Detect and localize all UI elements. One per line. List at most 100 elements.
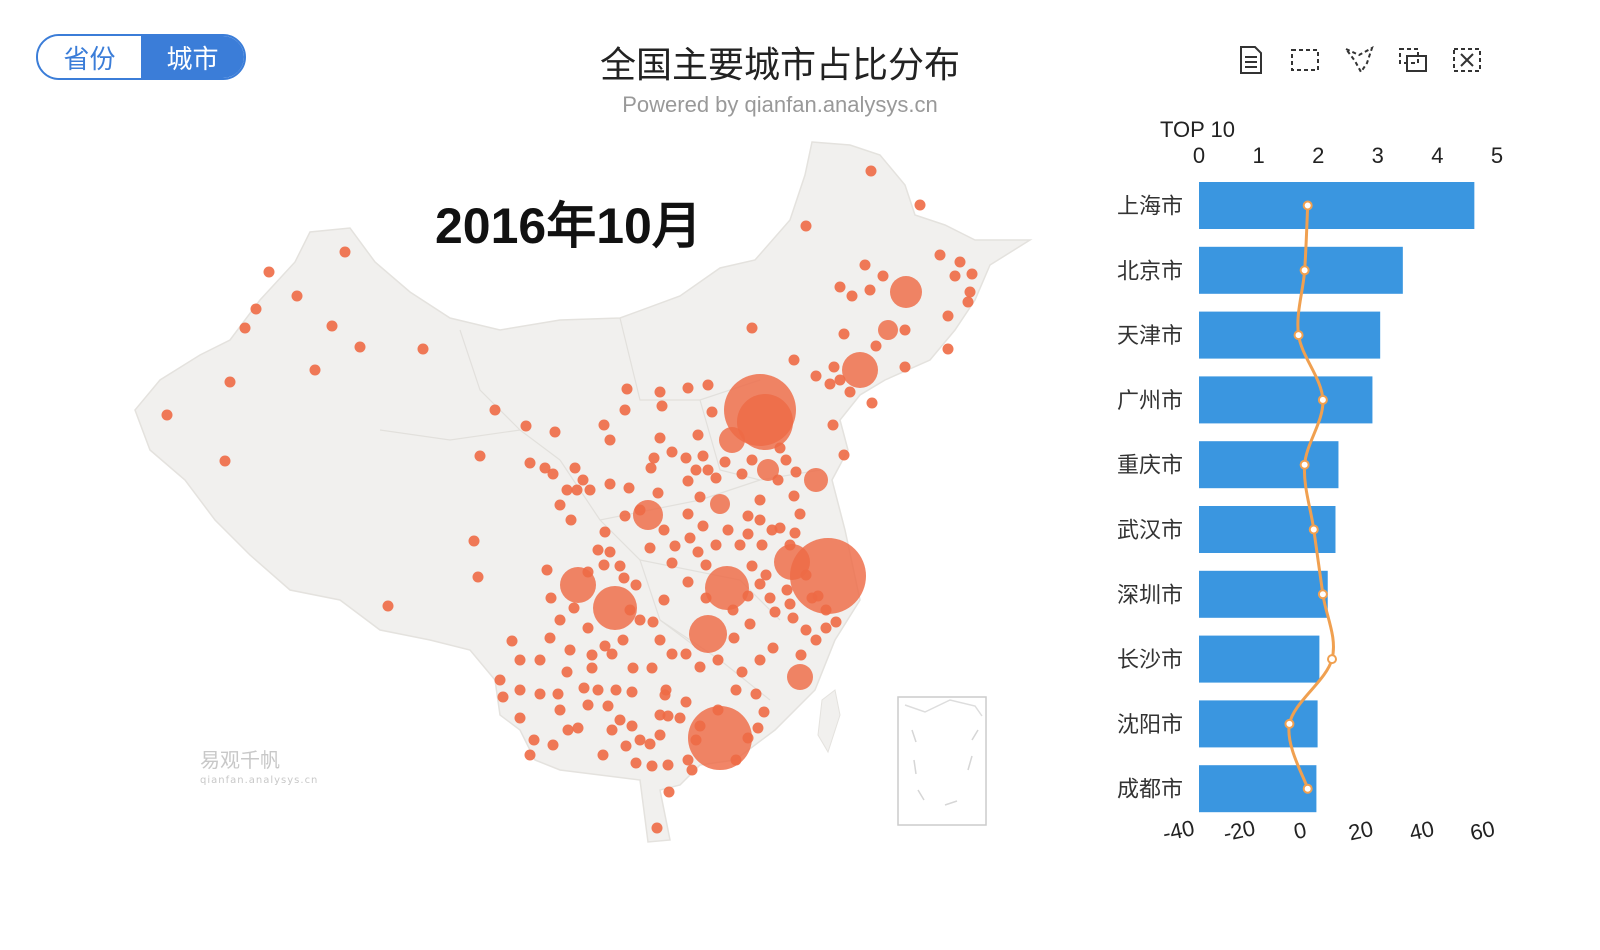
growth-point[interactable] xyxy=(1299,265,1310,276)
city-bubble[interactable] xyxy=(828,361,840,373)
city-bubble[interactable] xyxy=(719,456,731,468)
city-bubble[interactable] xyxy=(838,449,850,461)
lasso-select-icon[interactable] xyxy=(1341,42,1377,78)
city-bubble[interactable] xyxy=(468,535,480,547)
city-bubble[interactable] xyxy=(644,542,656,554)
city-bubble[interactable] xyxy=(865,165,877,177)
city-bubble[interactable] xyxy=(710,539,722,551)
city-bubble[interactable] xyxy=(606,648,618,660)
city-bubble[interactable] xyxy=(697,450,709,462)
city-bubble[interactable] xyxy=(646,760,658,772)
city-bubble[interactable] xyxy=(754,494,766,506)
clear-select-icon[interactable] xyxy=(1449,42,1485,78)
city-bubble[interactable] xyxy=(621,383,633,395)
growth-point[interactable] xyxy=(1302,200,1313,211)
city-bubble[interactable] xyxy=(954,256,966,268)
city-bubble[interactable] xyxy=(800,220,812,232)
city-bubble[interactable] xyxy=(514,684,526,696)
city-bubble[interactable] xyxy=(658,594,670,606)
city-bubble[interactable] xyxy=(524,457,536,469)
city-bubble[interactable] xyxy=(692,429,704,441)
city-bubble[interactable] xyxy=(561,484,573,496)
city-bubble[interactable] xyxy=(760,569,772,581)
city-bubble[interactable] xyxy=(592,544,604,556)
city-bubble[interactable] xyxy=(864,284,876,296)
city-bubble[interactable] xyxy=(728,632,740,644)
city-bubble[interactable] xyxy=(626,720,638,732)
city-bubble[interactable] xyxy=(752,722,764,734)
city-bubble[interactable] xyxy=(890,276,922,308)
data-view-icon[interactable] xyxy=(1233,42,1269,78)
city-bubble[interactable] xyxy=(800,624,812,636)
city-bubble[interactable] xyxy=(877,270,889,282)
city-bubble[interactable] xyxy=(593,586,637,630)
city-bubble[interactable] xyxy=(617,634,629,646)
city-bubble[interactable] xyxy=(686,764,698,776)
city-bubble[interactable] xyxy=(514,654,526,666)
city-bubble[interactable] xyxy=(710,472,722,484)
city-bubble[interactable] xyxy=(569,462,581,474)
city-bubble[interactable] xyxy=(736,468,748,480)
city-bubble[interactable] xyxy=(630,757,642,769)
city-bubble[interactable] xyxy=(554,704,566,716)
city-bubble[interactable] xyxy=(810,634,822,646)
city-bubble[interactable] xyxy=(354,341,366,353)
toggle-city[interactable]: 城市 xyxy=(141,36,244,78)
city-bubble[interactable] xyxy=(878,320,898,340)
city-bubble[interactable] xyxy=(702,464,714,476)
city-bubble[interactable] xyxy=(784,598,796,610)
city-bubble[interactable] xyxy=(654,729,666,741)
city-bubble[interactable] xyxy=(634,734,646,746)
city-bubble[interactable] xyxy=(572,722,584,734)
city-bubble[interactable] xyxy=(710,494,730,514)
city-bubble[interactable] xyxy=(794,508,806,520)
city-bubble[interactable] xyxy=(627,662,639,674)
bar[interactable] xyxy=(1199,441,1339,489)
bar[interactable] xyxy=(1199,311,1381,359)
city-bubble[interactable] xyxy=(787,612,799,624)
city-bubble[interactable] xyxy=(626,686,638,698)
city-bubble[interactable] xyxy=(702,379,714,391)
city-bubble[interactable] xyxy=(554,499,566,511)
city-bubble[interactable] xyxy=(769,606,781,618)
city-bubble[interactable] xyxy=(787,664,813,690)
city-bubble[interactable] xyxy=(746,454,758,466)
city-bubble[interactable] xyxy=(859,259,871,271)
city-bubble[interactable] xyxy=(754,654,766,666)
city-bubble[interactable] xyxy=(684,532,696,544)
city-bubble[interactable] xyxy=(606,724,618,736)
city-bubble[interactable] xyxy=(834,374,846,386)
city-bubble[interactable] xyxy=(712,654,724,666)
city-bubble[interactable] xyxy=(161,409,173,421)
city-bubble[interactable] xyxy=(764,592,776,604)
city-bubble[interactable] xyxy=(564,644,576,656)
city-bubble[interactable] xyxy=(582,699,594,711)
growth-point[interactable] xyxy=(1308,524,1319,535)
city-bubble[interactable] xyxy=(620,740,632,752)
city-bubble[interactable] xyxy=(224,376,236,388)
city-bubble[interactable] xyxy=(309,364,321,376)
city-bubble[interactable] xyxy=(746,322,758,334)
city-bubble[interactable] xyxy=(524,749,536,761)
city-bubble[interactable] xyxy=(614,714,626,726)
city-bubble[interactable] xyxy=(656,400,668,412)
city-bubble[interactable] xyxy=(645,462,657,474)
growth-point[interactable] xyxy=(1327,654,1337,665)
city-bubble[interactable] xyxy=(663,786,675,798)
city-bubble[interactable] xyxy=(682,754,694,766)
city-bubble[interactable] xyxy=(647,616,659,628)
city-bubble[interactable] xyxy=(514,712,526,724)
city-bubble[interactable] xyxy=(934,249,946,261)
city-bubble[interactable] xyxy=(658,524,670,536)
city-bubble[interactable] xyxy=(618,572,630,584)
bar[interactable] xyxy=(1199,765,1317,813)
city-bubble[interactable] xyxy=(827,419,839,431)
city-bubble[interactable] xyxy=(754,578,766,590)
city-bubble[interactable] xyxy=(736,666,748,678)
city-bubble[interactable] xyxy=(554,614,566,626)
city-bubble[interactable] xyxy=(586,649,598,661)
city-bubble[interactable] xyxy=(756,539,768,551)
city-bubble[interactable] xyxy=(788,490,800,502)
city-bubble[interactable] xyxy=(719,427,745,453)
toggle-province[interactable]: 省份 xyxy=(38,36,141,78)
